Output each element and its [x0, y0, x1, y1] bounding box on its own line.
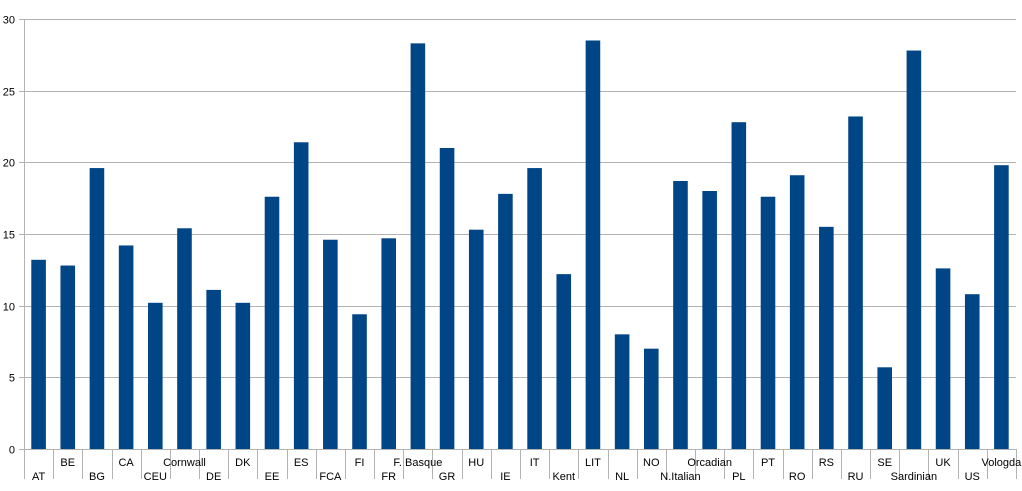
x-tick-label: NO: [643, 457, 660, 469]
x-tick-label: DK: [235, 457, 251, 469]
y-tick-label: 20: [3, 158, 15, 170]
bar-sardinian: [906, 50, 922, 450]
y-tick-label: 15: [3, 230, 15, 242]
x-tick-label: PT: [761, 457, 775, 469]
x-tick-label: GR: [439, 471, 456, 483]
x-tick-label: US: [965, 471, 980, 483]
x-tick-label: EE: [265, 471, 280, 483]
x-tick-label: PL: [732, 471, 745, 483]
bars: [31, 40, 1009, 450]
bar-hu: [468, 229, 484, 449]
bar-it: [527, 168, 542, 450]
y-axis-ticks: 0 5 10 15 20 25 30: [3, 15, 15, 457]
x-tick-label: RO: [789, 471, 806, 483]
y-tick-label: 0: [9, 445, 15, 457]
bar-ceu: [148, 302, 163, 449]
x-tick-label: BE: [60, 457, 75, 469]
bar-bg: [89, 168, 105, 450]
bar-at: [31, 259, 46, 449]
bar-ie: [498, 193, 513, 449]
bar-n-italian: [673, 180, 688, 449]
bar-pt: [760, 196, 776, 449]
x-tick-label: IT: [530, 457, 540, 469]
x-tick-label: UK: [935, 457, 951, 469]
gridlines: [19, 19, 1017, 479]
bar-ru: [848, 116, 863, 449]
y-tick-label: 5: [9, 373, 15, 385]
x-tick-label: RS: [819, 457, 834, 469]
x-tick-label: Vologda: [982, 457, 1022, 469]
bar-us: [964, 294, 980, 449]
bar-nl: [614, 334, 630, 449]
bar-pl: [731, 122, 747, 449]
bar-dk: [235, 302, 251, 449]
bar-ca: [118, 245, 134, 449]
x-tick-label: SE: [877, 457, 892, 469]
x-tick-label: Cornwall: [163, 457, 206, 469]
bar-fca: [323, 239, 338, 449]
x-tick-label: DE: [206, 471, 221, 483]
bar-ro: [789, 175, 805, 449]
x-tick-label: HU: [468, 457, 484, 469]
x-tick-label: CA: [118, 457, 134, 469]
y-tick-label: 25: [3, 87, 15, 99]
bar-fi: [352, 314, 367, 449]
bar-lit: [585, 40, 601, 449]
x-tick-label: CEU: [144, 471, 167, 483]
bar-de: [206, 289, 221, 449]
x-tick-label: FI: [355, 457, 365, 469]
x-tick-label: LIT: [585, 457, 601, 469]
bar-es: [293, 142, 309, 449]
x-tick-label: ES: [294, 457, 309, 469]
x-tick-label: Kent: [552, 471, 575, 483]
bar-uk: [935, 268, 951, 449]
x-tick-label: IE: [500, 471, 510, 483]
bar-f-basque: [410, 43, 426, 449]
bar-gr: [439, 148, 455, 449]
bar-se: [877, 367, 892, 449]
bar-cornwall: [177, 228, 192, 449]
bar-be: [60, 265, 76, 449]
x-tick-label: N.Italian: [660, 471, 700, 483]
x-tick-label: F. Basque: [393, 457, 442, 469]
bar-ee: [264, 196, 280, 449]
x-tick-label: RU: [848, 471, 864, 483]
bar-kent: [556, 274, 572, 449]
bar-rs: [819, 226, 834, 449]
x-tick-label: FR: [381, 471, 396, 483]
bar-fr: [381, 238, 396, 449]
bar-orcadian: [702, 191, 717, 449]
x-tick-label: Orcadian: [687, 457, 732, 469]
x-tick-label: AT: [32, 471, 46, 483]
x-tick-label: BG: [89, 471, 105, 483]
y-tick-label: 10: [3, 302, 15, 314]
bar-vologda: [994, 165, 1009, 449]
bar-no: [644, 348, 659, 449]
x-tick-label: Sardinian: [891, 471, 937, 483]
x-tick-label: NL: [615, 471, 629, 483]
x-tick-label: FCA: [319, 471, 342, 483]
y-tick-label: 30: [3, 15, 15, 27]
